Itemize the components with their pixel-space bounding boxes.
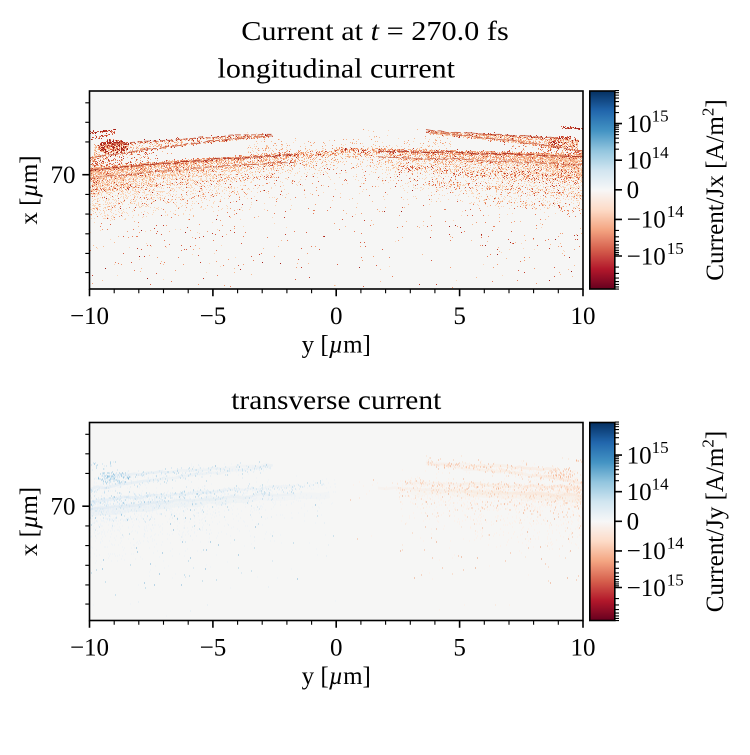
svg-text:−10: −10 [627, 575, 666, 602]
svg-text:x [µm]: x [µm] [16, 487, 43, 556]
svg-text:−5: −5 [200, 303, 227, 330]
svg-text:10: 10 [627, 111, 652, 138]
svg-text:y [µm]: y [µm] [302, 332, 371, 359]
svg-text:5: 5 [453, 635, 466, 662]
svg-text:10: 10 [571, 635, 596, 662]
svg-text:10: 10 [627, 148, 652, 175]
svg-text:Current/Jx [A/m2]: Current/Jx [A/m2] [699, 99, 730, 280]
svg-text:Current at t = 270.0 fs: Current at t = 270.0 fs [241, 16, 509, 46]
svg-text:5: 5 [453, 303, 466, 330]
svg-text:−10: −10 [627, 207, 666, 234]
svg-text:10: 10 [571, 303, 596, 330]
svg-text:14: 14 [667, 202, 685, 221]
svg-text:15: 15 [652, 438, 669, 457]
svg-text:y [µm]: y [µm] [302, 663, 371, 690]
svg-text:−5: −5 [200, 635, 227, 662]
svg-text:longitudinal current: longitudinal current [218, 54, 456, 84]
svg-text:0: 0 [330, 303, 343, 330]
svg-text:10: 10 [627, 442, 652, 469]
svg-text:70: 70 [51, 162, 76, 189]
svg-text:70: 70 [51, 494, 76, 521]
svg-text:0: 0 [330, 635, 343, 662]
svg-text:x [µm]: x [µm] [16, 155, 43, 224]
svg-text:−10: −10 [70, 635, 109, 662]
svg-text:10: 10 [627, 479, 652, 506]
svg-text:−10: −10 [70, 303, 109, 330]
svg-text:−10: −10 [627, 538, 666, 565]
svg-text:transverse current: transverse current [231, 385, 442, 415]
svg-text:0: 0 [627, 509, 640, 536]
svg-text:14: 14 [667, 534, 685, 553]
svg-text:Current/Jy [A/m2]: Current/Jy [A/m2] [699, 431, 730, 612]
svg-text:15: 15 [667, 239, 684, 258]
svg-text:14: 14 [652, 143, 670, 162]
svg-text:15: 15 [667, 570, 684, 589]
svg-text:−10: −10 [627, 243, 666, 270]
svg-text:0: 0 [627, 177, 640, 204]
svg-text:14: 14 [652, 475, 670, 494]
svg-text:15: 15 [652, 106, 669, 125]
